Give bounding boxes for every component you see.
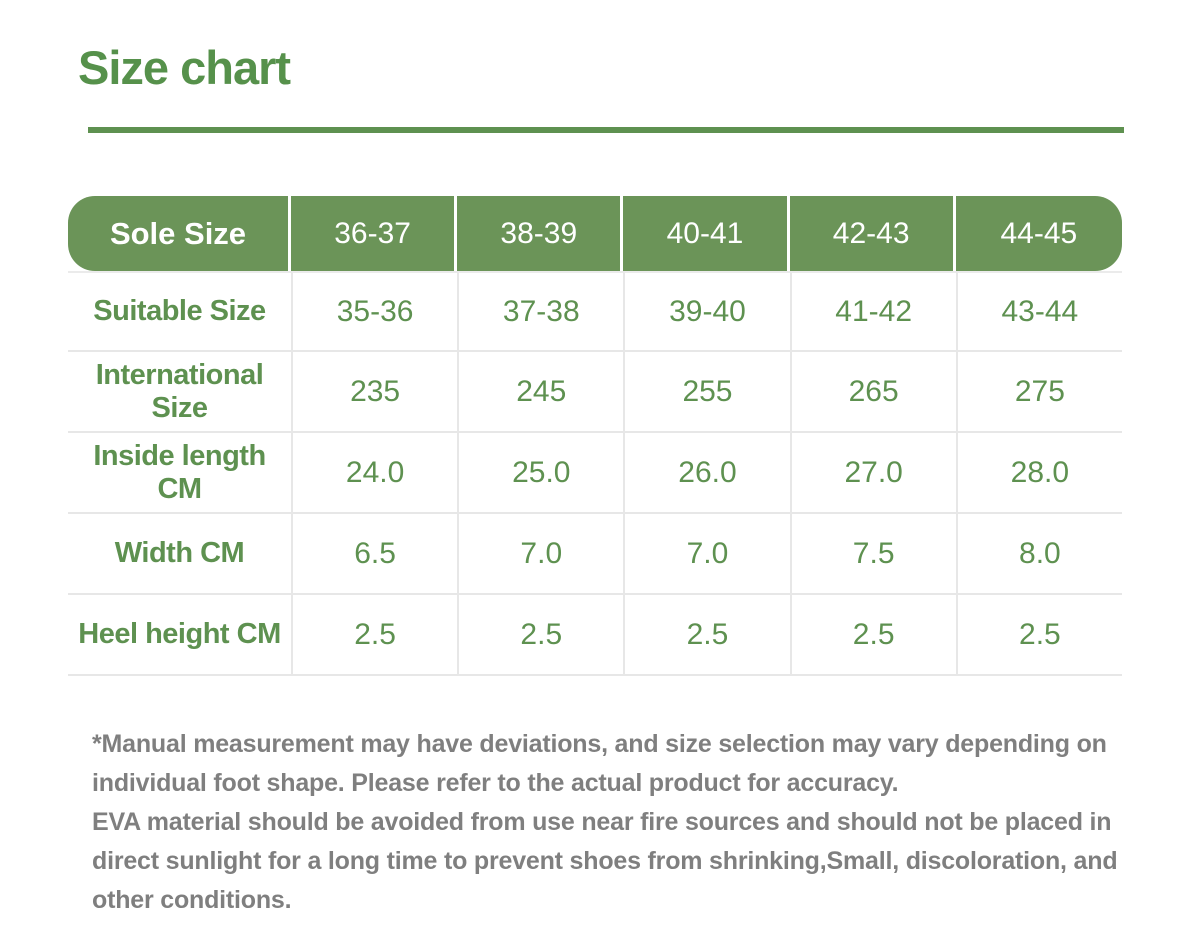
disclaimer-notes: *Manual measurement may have deviations,… bbox=[92, 725, 1128, 920]
note-eva-material: EVA material should be avoided from use … bbox=[92, 808, 1118, 914]
row-label: Width CM bbox=[68, 514, 291, 595]
header-cell-size-36-37: 36-37 bbox=[291, 196, 458, 271]
cell-value: 265 bbox=[789, 352, 956, 433]
row-label: Heel height CM bbox=[68, 595, 291, 676]
header-cell-size-44-45: 44-45 bbox=[955, 196, 1122, 271]
cell-value: 37-38 bbox=[457, 271, 624, 352]
table-row-suitable-size: Suitable Size 35-36 37-38 39-40 41-42 43… bbox=[68, 271, 1122, 352]
page-title: Size chart bbox=[78, 41, 291, 94]
cell-value: 7.5 bbox=[789, 514, 956, 595]
cell-value: 6.5 bbox=[291, 514, 458, 595]
cell-value: 2.5 bbox=[955, 595, 1122, 676]
cell-value: 24.0 bbox=[291, 433, 458, 514]
cell-value: 8.0 bbox=[955, 514, 1122, 595]
cell-value: 43-44 bbox=[955, 271, 1122, 352]
row-label: International Size bbox=[68, 352, 291, 433]
header-cell-size-38-39: 38-39 bbox=[457, 196, 624, 271]
cell-value: 255 bbox=[623, 352, 790, 433]
cell-value: 41-42 bbox=[789, 271, 956, 352]
cell-value: 25.0 bbox=[457, 433, 624, 514]
table-row-heel-height: Heel height CM 2.5 2.5 2.5 2.5 2.5 bbox=[68, 595, 1122, 676]
cell-value: 26.0 bbox=[623, 433, 790, 514]
cell-value: 28.0 bbox=[955, 433, 1122, 514]
cell-value: 2.5 bbox=[291, 595, 458, 676]
cell-value: 2.5 bbox=[457, 595, 624, 676]
note-measurement: *Manual measurement may have deviations,… bbox=[92, 730, 1107, 797]
cell-value: 275 bbox=[955, 352, 1122, 433]
table-row-inside-length: Inside length CM 24.0 25.0 26.0 27.0 28.… bbox=[68, 433, 1122, 514]
cell-value: 245 bbox=[457, 352, 624, 433]
row-label: Suitable Size bbox=[68, 271, 291, 352]
cell-value: 39-40 bbox=[623, 271, 790, 352]
cell-value: 27.0 bbox=[789, 433, 956, 514]
table-header-row: Sole Size 36-37 38-39 40-41 42-43 44-45 bbox=[68, 196, 1122, 271]
row-label: Inside length CM bbox=[68, 433, 291, 514]
cell-value: 35-36 bbox=[291, 271, 458, 352]
table-row-international-size: International Size 235 245 255 265 275 bbox=[68, 352, 1122, 433]
size-table: Sole Size 36-37 38-39 40-41 42-43 44-45 … bbox=[68, 196, 1122, 676]
cell-value: 7.0 bbox=[457, 514, 624, 595]
title-underline bbox=[88, 127, 1124, 133]
header-cell-size-40-41: 40-41 bbox=[623, 196, 790, 271]
cell-value: 2.5 bbox=[623, 595, 790, 676]
header-cell-sole-size: Sole Size bbox=[68, 196, 291, 271]
cell-value: 7.0 bbox=[623, 514, 790, 595]
header-cell-size-42-43: 42-43 bbox=[789, 196, 956, 271]
cell-value: 2.5 bbox=[789, 595, 956, 676]
table-row-width: Width CM 6.5 7.0 7.0 7.5 8.0 bbox=[68, 514, 1122, 595]
cell-value: 235 bbox=[291, 352, 458, 433]
